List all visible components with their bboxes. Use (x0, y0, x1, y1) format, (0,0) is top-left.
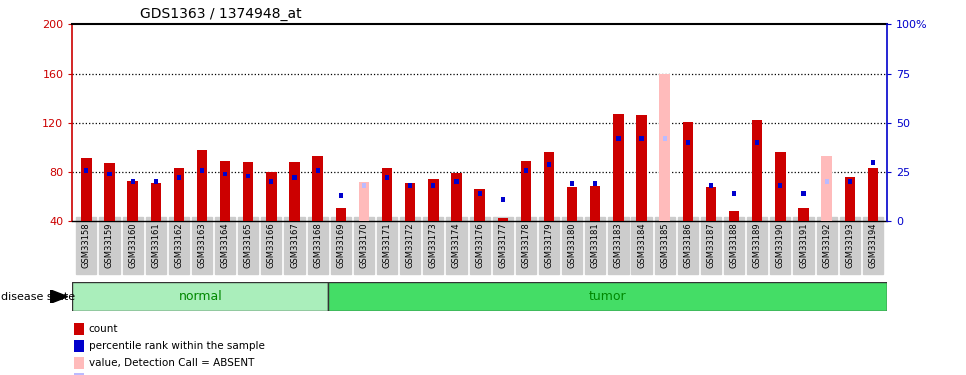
Bar (223, 171, 227, 177)
Bar (613, 114, 624, 221)
Bar (408, 183, 412, 188)
Bar (362, 183, 366, 188)
Bar (405, 183, 415, 221)
Bar (154, 179, 157, 184)
Bar (500, 197, 505, 202)
Bar (293, 176, 297, 180)
Bar (358, 182, 369, 221)
Bar (246, 174, 250, 178)
Bar (243, 162, 253, 221)
Bar (867, 168, 878, 221)
Bar (683, 122, 693, 221)
Bar (637, 116, 647, 221)
Bar (128, 181, 138, 221)
Bar (428, 179, 439, 221)
Bar (328, 282, 887, 311)
Bar (130, 179, 134, 184)
Bar (339, 193, 343, 198)
Bar (729, 211, 739, 221)
Bar (590, 186, 601, 221)
Bar (802, 191, 806, 196)
Bar (107, 171, 111, 177)
Bar (177, 176, 181, 180)
Bar (567, 187, 578, 221)
Bar (81, 159, 92, 221)
Bar (385, 176, 389, 180)
Bar (335, 208, 346, 221)
Bar (267, 172, 276, 221)
Bar (382, 168, 392, 221)
Bar (197, 150, 208, 221)
Text: normal: normal (179, 290, 222, 303)
Bar (200, 168, 204, 172)
Bar (454, 179, 459, 184)
Bar (547, 162, 552, 166)
Bar (74, 357, 84, 369)
Text: GDS1363 / 1374948_at: GDS1363 / 1374948_at (140, 7, 301, 21)
Polygon shape (50, 290, 68, 303)
Bar (639, 136, 643, 141)
Bar (706, 187, 716, 221)
Bar (477, 191, 482, 196)
Bar (844, 177, 855, 221)
Bar (316, 168, 320, 172)
Bar (84, 168, 89, 172)
Bar (544, 152, 554, 221)
Bar (74, 374, 84, 375)
Bar (74, 340, 84, 352)
Bar (174, 168, 185, 221)
Text: disease state: disease state (1, 292, 75, 302)
Bar (779, 183, 782, 188)
Bar (290, 162, 299, 221)
Bar (474, 189, 485, 221)
Bar (151, 183, 161, 221)
Bar (74, 323, 84, 335)
Bar (312, 156, 323, 221)
Bar (775, 152, 785, 221)
Bar (72, 282, 328, 311)
Bar (593, 182, 597, 186)
Text: value, Detection Call = ABSENT: value, Detection Call = ABSENT (89, 358, 254, 368)
Bar (660, 74, 669, 221)
Bar (870, 160, 875, 165)
Bar (663, 136, 667, 141)
Bar (709, 183, 713, 188)
Bar (752, 120, 762, 221)
Bar (104, 164, 115, 221)
Bar (848, 179, 852, 184)
Bar (616, 136, 620, 141)
Bar (825, 179, 829, 184)
Text: tumor: tumor (588, 290, 626, 303)
Bar (732, 191, 736, 196)
Bar (497, 217, 508, 221)
Bar (451, 173, 462, 221)
Bar (524, 168, 528, 172)
Bar (798, 208, 809, 221)
Bar (755, 140, 759, 145)
Bar (270, 179, 273, 184)
Text: count: count (89, 324, 118, 334)
Bar (686, 140, 690, 145)
Bar (821, 156, 832, 221)
Bar (521, 161, 531, 221)
Bar (220, 161, 230, 221)
Text: percentile rank within the sample: percentile rank within the sample (89, 341, 265, 351)
Bar (431, 183, 436, 188)
Bar (570, 182, 574, 186)
